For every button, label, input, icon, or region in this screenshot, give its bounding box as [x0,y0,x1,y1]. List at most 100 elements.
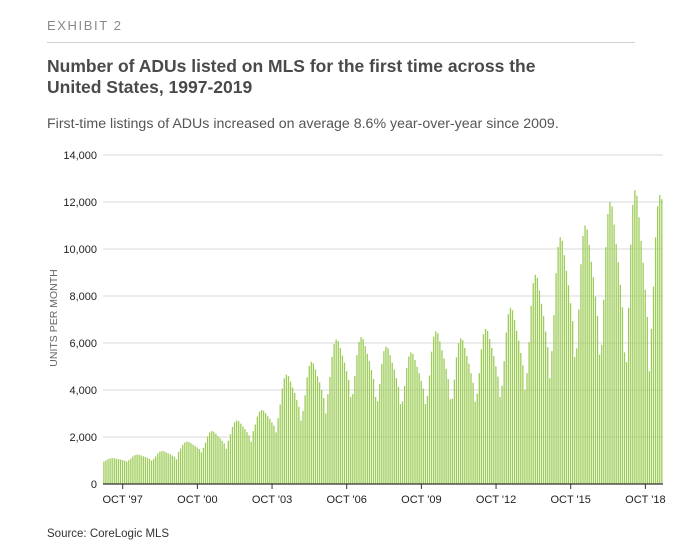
bar [659,194,661,484]
bar-series [103,190,663,485]
bar [528,342,530,484]
bar [153,458,155,484]
bar [569,303,572,484]
bar [644,289,646,484]
bar [459,338,462,484]
bar [279,404,281,484]
x-tick-label: OCT '18 [625,494,665,506]
bar [364,346,366,484]
bar [138,454,140,484]
bar [252,431,254,484]
bar [223,443,225,484]
bar [165,452,167,484]
bar [323,397,325,484]
bar [356,355,358,484]
bar [128,460,130,484]
chart-title-line-2: United States, 1997-2019 [47,77,253,97]
bar [144,456,147,484]
bar [414,360,416,484]
bar [625,362,628,484]
bar [321,390,323,484]
bar [387,348,389,484]
bar [308,365,310,484]
bar [231,426,234,484]
bar [159,451,161,484]
bar [509,307,512,484]
bar [418,373,420,484]
bar [347,379,350,484]
bar [652,286,655,484]
bar [289,381,292,484]
bar [395,378,397,484]
bar [186,441,188,484]
bar [609,202,611,484]
bar [470,373,472,484]
bar [258,411,261,484]
bar [105,460,107,484]
bar [646,316,648,484]
bar [426,395,429,484]
source-note: Source: CoreLogic MLS [47,528,170,540]
bar [389,355,391,484]
bar [374,397,377,484]
y-axis-label: UNITS PER MONTH [48,269,60,366]
bar [329,376,331,484]
bar [209,432,211,484]
y-tick-label: 12,000 [63,197,97,209]
bar [617,262,619,484]
bar [171,455,173,484]
bar [505,332,507,484]
bar [401,401,404,484]
y-tick-label: 14,000 [63,150,97,162]
bar [267,416,269,484]
bar [449,399,451,484]
bar [385,346,387,484]
bar [298,406,300,484]
bar [103,461,105,484]
bar [167,453,169,484]
bar [596,315,599,484]
bar [486,330,489,484]
bar [657,206,659,485]
bar [511,310,514,484]
bar [275,432,277,484]
bar [296,399,298,484]
bar [250,441,252,484]
bar [136,454,138,485]
bar [327,394,329,484]
bar [161,451,163,484]
bar [117,459,120,484]
bar [370,370,373,484]
bar [242,426,244,484]
bar [584,225,586,484]
x-axis-ticks: OCT '97 OCT '00 OCT '03 OCT '06 OCT '09 OCT '… [102,484,666,506]
bar [225,448,227,484]
bar [611,206,613,484]
bar [310,361,312,484]
bar [352,394,354,484]
bar [489,339,491,484]
bar [540,303,543,484]
bar [248,435,250,484]
bar [291,387,294,484]
bar [603,299,605,484]
gridlines [103,154,663,438]
bar [157,453,159,484]
bar [213,431,215,484]
bar [379,383,381,484]
bar [455,357,458,484]
bar [202,447,205,484]
bar [150,460,153,484]
bar [447,378,449,484]
bar [277,418,279,484]
bar [331,356,333,484]
bar [661,199,663,484]
y-tick-label: 10,000 [63,244,97,256]
bar [524,390,526,484]
bar [294,393,296,484]
bar [433,336,435,484]
bar [192,444,194,484]
bar [536,277,539,484]
chart-subtitle: First-time listings of ADUs increased on… [47,116,559,132]
bar [534,274,536,484]
